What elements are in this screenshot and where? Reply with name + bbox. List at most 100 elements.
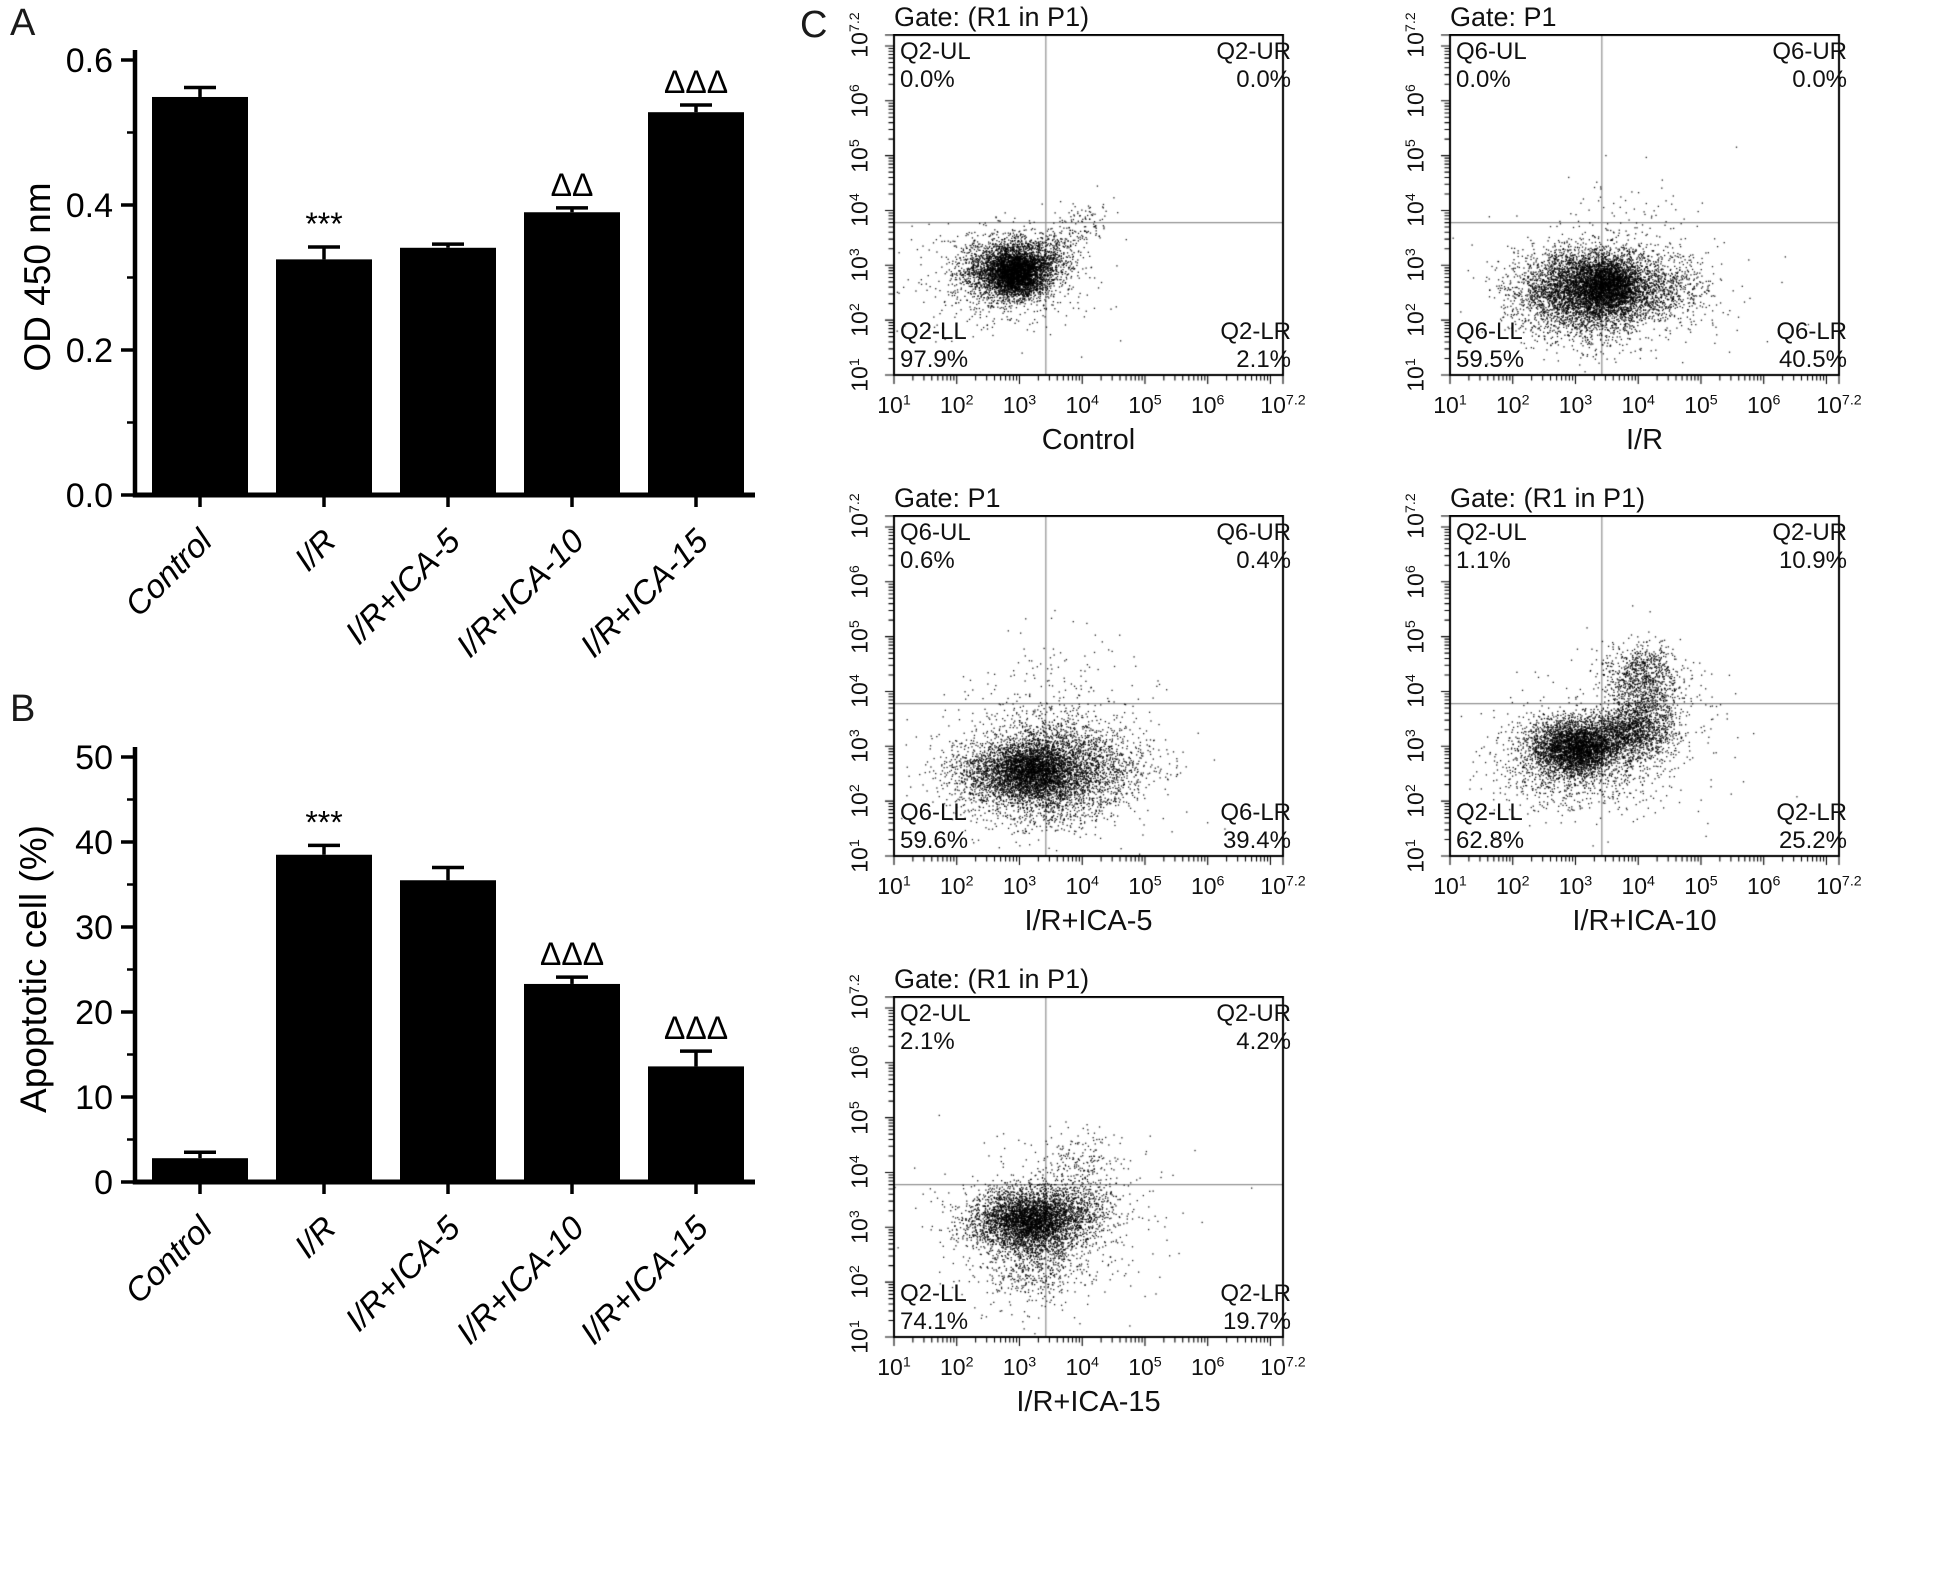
bar-Control: [152, 1158, 248, 1182]
x-tick-label: 101: [877, 1354, 911, 1380]
gate-label: Gate: (R1 in P1): [894, 964, 1090, 994]
significance-annotation: ***: [305, 804, 342, 840]
y-tick-label: 107.2: [1402, 12, 1429, 58]
quadrant-name: Q2-UL: [900, 1000, 971, 1027]
x-category-label: I/R: [287, 522, 343, 578]
quadrant-label-ul: Q6-UL 0.0%: [1456, 38, 1527, 93]
bar-charts-column: A Control *** I/R I/R+ICA-5 ΔΔ I/R+ICA-10 ΔΔΔ I…: [0, 0, 800, 1419]
x-tick-label: 102: [939, 392, 974, 418]
quadrant-label-lr: Q6-LR 39.4%: [1220, 799, 1291, 854]
y-tick-label: 20: [75, 994, 113, 1032]
bar-I/R+ICA-5: [400, 880, 496, 1182]
bar-I/R+ICA-5: [400, 247, 496, 495]
bar-I/R+ICA-15: [648, 1066, 744, 1182]
quadrant-percentage: 19.7%: [1222, 1307, 1291, 1335]
quadrant-percentage: 74.1%: [900, 1307, 969, 1335]
y-tick-label: 102: [846, 1265, 873, 1299]
y-tick-label: 0: [94, 1164, 113, 1202]
x-tick-label: 104: [1065, 1354, 1099, 1380]
y-tick-label: 103: [1402, 248, 1429, 283]
y-tick-label: 106: [846, 1046, 873, 1080]
y-tick-label: 40: [75, 824, 113, 862]
x-tick-label: 105: [1128, 873, 1162, 899]
flow-plot-I/R: Gate: P1 101 102 103 104 105 106 107.2 Q6-UL 0.0%…: [1386, 2, 1942, 457]
quadrant-percentage: 0.4%: [1236, 546, 1291, 574]
significance-annotation: ΔΔΔ: [664, 1010, 728, 1046]
x-axis-tick-labels: 101 102 103 104 105 106 107.2: [830, 1354, 1386, 1384]
y-tick-label: 30: [75, 909, 113, 947]
gate-label: Gate: P1: [894, 483, 1001, 513]
x-tick-label: 104: [1621, 873, 1655, 899]
panel-a-label: A: [10, 2, 36, 44]
x-tick-label: 101: [877, 873, 911, 899]
y-tick-label: 106: [1402, 84, 1429, 118]
y-tick-label: 107.2: [846, 974, 873, 1020]
x-tick-label: 102: [939, 1354, 974, 1380]
flow-plot-I/R+ICA-15: Gate: (R1 in P1) 101 102 103 104 105 106 107.2 Q…: [830, 964, 1386, 1419]
x-tick-label: 105: [1684, 392, 1718, 418]
y-tick-label: 104: [846, 1155, 873, 1190]
scatter-plot-area: 101 102 103 104 105 106 107.2 Q2-UL 2.1% Q2-UR 4.2…: [830, 974, 1300, 1354]
x-category-label: I/R: [287, 1209, 343, 1265]
scatter-plot-area: 101 102 103 104 105 106 107.2 Q6-UL 0.0% Q6-UR 0.0…: [1386, 12, 1856, 392]
bar-I/R+ICA-10: [524, 212, 620, 495]
x-tick-label: 107.2: [1260, 873, 1306, 899]
quadrant-name: Q2-UR: [1216, 38, 1291, 65]
plot-caption: Control: [1041, 424, 1136, 456]
x-tick-label: 102: [1495, 873, 1530, 899]
quadrant-label-lr: Q6-LR 40.5%: [1776, 318, 1847, 373]
y-tick-label: 101: [1402, 839, 1429, 873]
x-tick-label: 105: [1684, 873, 1718, 899]
y-tick-label: 103: [1402, 729, 1429, 764]
quadrant-label-ul: Q6-UL 0.6%: [900, 519, 971, 574]
quadrant-percentage: 59.5%: [1456, 345, 1525, 373]
quadrant-label-ur: Q2-UR 4.2%: [1216, 1000, 1291, 1055]
quadrant-label-ur: Q2-UR 10.9%: [1772, 519, 1847, 574]
quadrant-percentage: 25.2%: [1778, 826, 1847, 854]
quadrant-name: Q6-LR: [1776, 318, 1847, 345]
significance-annotation: ΔΔ: [551, 167, 594, 203]
y-tick-label: 105: [1402, 138, 1429, 173]
dot-plot-canvas: [876, 515, 1288, 873]
y-tick-label: 50: [75, 739, 113, 777]
quadrant-percentage: 59.6%: [900, 826, 969, 854]
quadrant-label-ur: Q6-UR 0.4%: [1216, 519, 1291, 574]
quadrant-percentage: 4.2%: [1236, 1027, 1291, 1055]
quadrant-name: Q2-UR: [1216, 1000, 1291, 1027]
x-tick-label: 101: [1433, 873, 1467, 899]
x-category-label: I/R+ICA-15: [573, 521, 716, 664]
y-axis-title: Apoptotic cell (%): [13, 825, 54, 1113]
y-tick-label: 104: [846, 193, 873, 228]
y-tick-label: 107.2: [846, 12, 873, 58]
quadrant-label-lr: Q2-LR 2.1%: [1220, 318, 1291, 373]
quadrant-name: Q2-UL: [1456, 519, 1527, 546]
quadrant-name: Q6-UR: [1216, 519, 1291, 546]
quadrant-name: Q2-LL: [900, 318, 967, 345]
quadrant-percentage: 2.1%: [1236, 345, 1291, 373]
y-tick-label: 105: [846, 1100, 873, 1135]
bar-chart-od450: Control *** I/RI/R+ICA-5 ΔΔ I/R+ICA-10 ΔΔΔ I/R…: [17, 42, 755, 664]
bar-Control: [152, 96, 248, 495]
x-tick-label: 107.2: [1260, 392, 1306, 418]
quadrant-label-ll: Q2-LL 74.1%: [900, 1280, 968, 1335]
y-tick-label: 10: [75, 1079, 113, 1117]
quadrant-name: Q2-UL: [900, 38, 971, 65]
x-tick-label: 103: [1002, 1354, 1037, 1380]
quadrant-name: Q6-UL: [900, 519, 971, 546]
gate-label: Gate: (R1 in P1): [1450, 483, 1646, 513]
panel-b-label: B: [10, 688, 36, 730]
quadrant-percentage: 10.9%: [1778, 546, 1847, 574]
significance-annotation: ***: [305, 206, 342, 242]
quadrant-percentage: 0.0%: [1456, 65, 1511, 93]
dot-plot-canvas: [876, 996, 1288, 1354]
y-tick-label: 103: [846, 248, 873, 283]
quadrant-label-ul: Q2-UL 1.1%: [1456, 519, 1527, 574]
panel-c-label: C: [800, 4, 828, 46]
bar-I/R: [276, 854, 372, 1182]
quadrant-name: Q6-LL: [900, 799, 967, 826]
scatter-plot-area: 101 102 103 104 105 106 107.2 Q2-UL 0.0% Q2-UR 0.0…: [830, 12, 1300, 392]
quadrant-percentage: 39.4%: [1222, 826, 1291, 854]
plot-caption: I/R+ICA-10: [1572, 905, 1717, 937]
quadrant-label-ll: Q6-LL 59.5%: [1456, 318, 1524, 373]
quadrant-label-ll: Q2-LL 97.9%: [900, 318, 968, 373]
